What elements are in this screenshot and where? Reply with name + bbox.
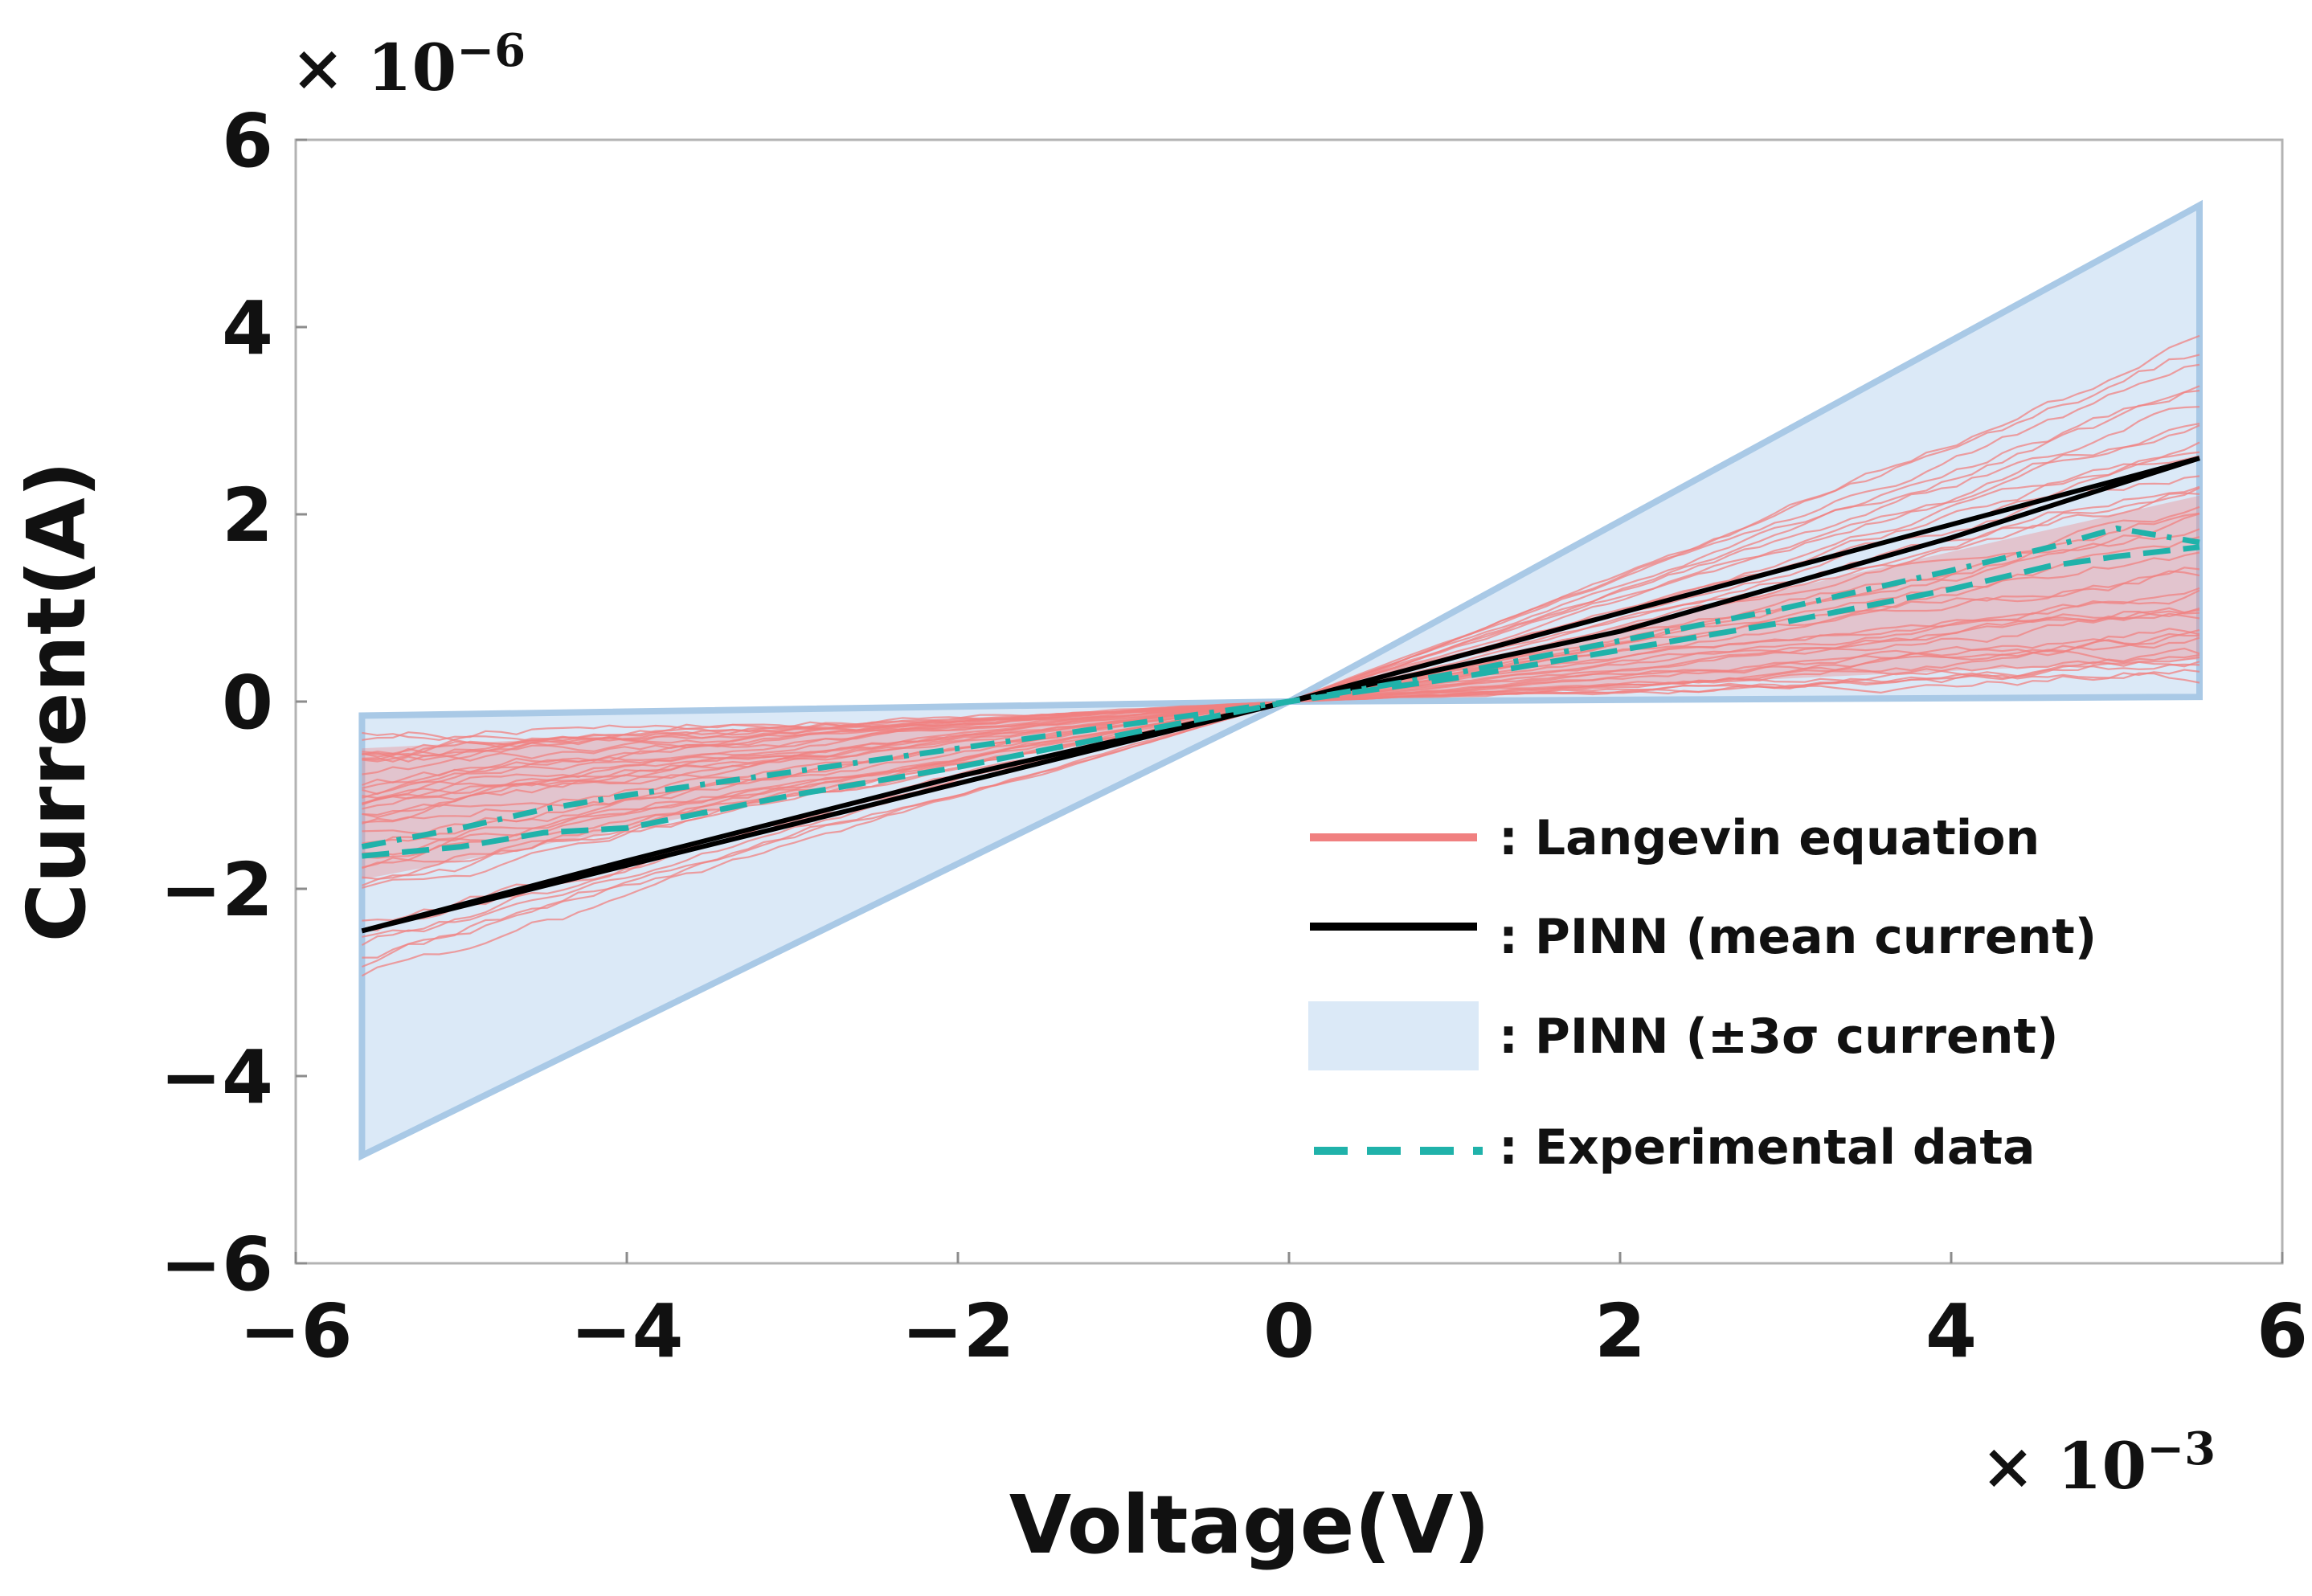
langevin-trace-neg bbox=[362, 700, 1290, 959]
y-tick-label: −6 bbox=[160, 1222, 273, 1307]
x-tick-label: 0 bbox=[1263, 1288, 1315, 1374]
legend-label-mean: : PINN (mean current) bbox=[1499, 909, 2097, 965]
legend-label-band: : PINN (±3σ current) bbox=[1499, 1009, 2059, 1065]
y-axis: −6 −4 −2 0 2 4 6 bbox=[160, 98, 307, 1307]
y-tick-label: −2 bbox=[160, 847, 273, 933]
plot-area bbox=[358, 199, 2203, 1161]
legend-label-langevin: : Langevin equation bbox=[1499, 810, 2040, 866]
y-tick-label: 6 bbox=[222, 98, 273, 184]
langevin-trace-pos bbox=[1288, 612, 2200, 703]
langevin-trace-pos bbox=[1288, 661, 2200, 703]
legend-swatch-band bbox=[1308, 1001, 1479, 1070]
x-multiplier-base: × 10 bbox=[1981, 1428, 2146, 1504]
langevin-trace-pos bbox=[1288, 334, 2200, 703]
y-multiplier: × 10−6 bbox=[291, 24, 526, 105]
y-multiplier-base: × 10 bbox=[291, 30, 456, 105]
band-layer bbox=[358, 199, 2203, 1161]
langevin-core-pos bbox=[1289, 495, 2199, 702]
langevin-trace-pos bbox=[1288, 628, 2200, 703]
x-axis: −6 −4 −2 0 2 4 6 bbox=[239, 1252, 2308, 1374]
langevin-trace-neg bbox=[362, 700, 1290, 816]
x-tick-label: 4 bbox=[1925, 1288, 1977, 1374]
y-tick-label: −4 bbox=[160, 1034, 273, 1120]
langevin-trace-neg bbox=[362, 700, 1290, 819]
experimental-lower bbox=[362, 544, 2200, 859]
langevin-trace-neg bbox=[362, 700, 1290, 796]
langevin-trace-pos bbox=[1288, 423, 2200, 703]
y-axis-title: Current(A) bbox=[10, 461, 104, 943]
y-multiplier-exponent: −6 bbox=[456, 24, 526, 77]
x-tick-label: −6 bbox=[239, 1288, 352, 1374]
legend: : Langevin equation : PINN (mean current… bbox=[1308, 810, 2097, 1176]
langevin-trace-neg bbox=[361, 700, 1290, 977]
x-multiplier-exponent: −3 bbox=[2146, 1422, 2216, 1475]
langevin-trace-pos bbox=[1288, 385, 2200, 703]
x-tick-label: −2 bbox=[901, 1288, 1014, 1374]
band-negative-region bbox=[358, 698, 1291, 1161]
y-tick-label: 2 bbox=[222, 473, 273, 559]
x-tick-label: 2 bbox=[1594, 1288, 1646, 1374]
x-axis-title: Voltage(V) bbox=[1009, 1478, 1490, 1572]
legend-label-experimental: : Experimental data bbox=[1499, 1119, 2036, 1176]
langevin-trace-pos bbox=[1288, 647, 2200, 703]
y-tick-label: 4 bbox=[222, 285, 273, 371]
langevin-trace-neg bbox=[362, 700, 1290, 763]
y-tick-label: 0 bbox=[222, 660, 273, 746]
x-tick-label: 6 bbox=[2257, 1288, 2308, 1374]
x-tick-label: −4 bbox=[570, 1288, 683, 1374]
x-multiplier: × 10−3 bbox=[1981, 1422, 2216, 1504]
exp-layer bbox=[361, 525, 2200, 859]
langevin-trace-neg bbox=[362, 700, 1290, 869]
band-positive-region bbox=[1287, 199, 2203, 705]
langevin-trace-pos bbox=[1288, 607, 2200, 703]
langevin-trace-pos bbox=[1288, 451, 2200, 703]
